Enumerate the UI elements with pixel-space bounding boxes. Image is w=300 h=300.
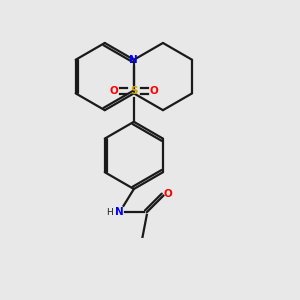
Text: O: O <box>149 86 158 96</box>
Text: S: S <box>130 86 138 96</box>
Text: N: N <box>115 207 124 217</box>
Text: O: O <box>110 86 118 96</box>
Text: N: N <box>130 55 138 65</box>
Text: H: H <box>106 208 113 217</box>
Text: O: O <box>163 188 172 199</box>
